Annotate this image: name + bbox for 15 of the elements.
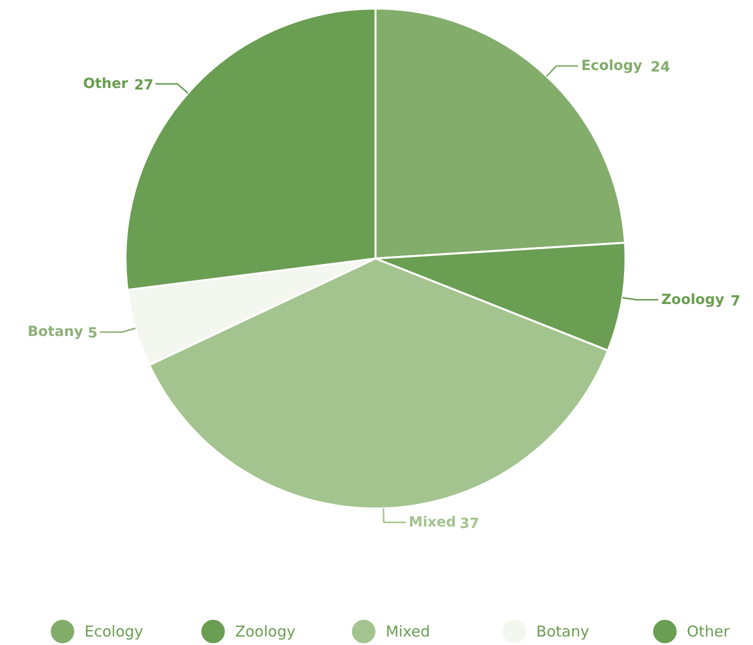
slice-label: Ecology	[581, 58, 642, 74]
legend-label: Botany	[536, 622, 590, 640]
data-label: 24	[650, 60, 670, 76]
data-label: 37	[460, 516, 480, 532]
data-label: 27	[134, 77, 154, 94]
slice-label: Other	[83, 76, 128, 92]
legend-label: Other	[686, 622, 730, 640]
slice-label: Zoology	[661, 292, 724, 308]
legend-label: Zoology	[235, 622, 296, 640]
legend-label: Ecology	[84, 622, 144, 640]
data-label: 5	[88, 326, 98, 342]
slice-label: Mixed	[408, 514, 456, 530]
data-label: 7	[730, 293, 740, 310]
slice-label: Botany	[28, 324, 84, 340]
legend-label: Mixed	[386, 622, 430, 640]
